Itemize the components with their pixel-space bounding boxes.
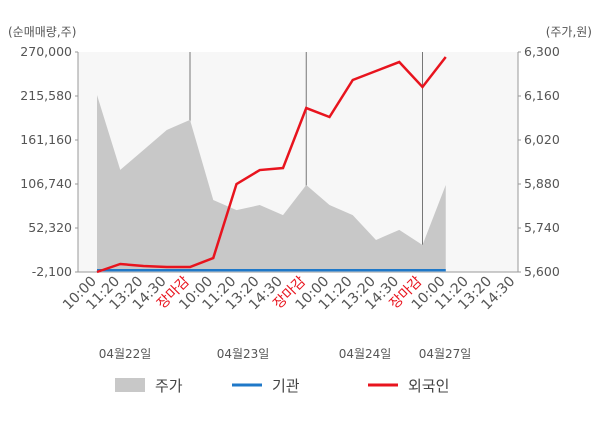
y-tick-label: -2,100 [32, 264, 72, 279]
series-line [96, 56, 447, 274]
legend-label: 기관 [272, 377, 300, 395]
y-axis-label: (순매매량,주) [8, 25, 76, 39]
y2-tick-label: 5,600 [524, 264, 560, 279]
y2-tick-label: 6,160 [524, 88, 560, 103]
y-tick-label: 161,160 [20, 132, 72, 147]
date-label: 04월22일 [99, 347, 152, 361]
y-tick-label: 52,320 [28, 220, 72, 235]
y-tick-label: 270,000 [20, 44, 72, 59]
y2-tick-label: 5,880 [524, 176, 560, 191]
y2-tick-label: 6,020 [524, 132, 560, 147]
date-label: 04월23일 [217, 347, 270, 361]
legend-swatch [115, 378, 145, 392]
y-tick-label: 106,740 [20, 176, 72, 191]
y2-axis-label: (주가,원) [546, 25, 592, 39]
price-area [97, 95, 446, 272]
legend-label: 주가 [155, 377, 183, 395]
y-tick-label: 215,580 [20, 88, 72, 103]
date-label: 04월24일 [339, 347, 392, 361]
y2-tick-label: 6,300 [524, 44, 560, 59]
y2-tick-label: 5,740 [524, 220, 560, 235]
legend-label: 외국인 [408, 377, 449, 395]
date-label: 04월27일 [419, 347, 472, 361]
